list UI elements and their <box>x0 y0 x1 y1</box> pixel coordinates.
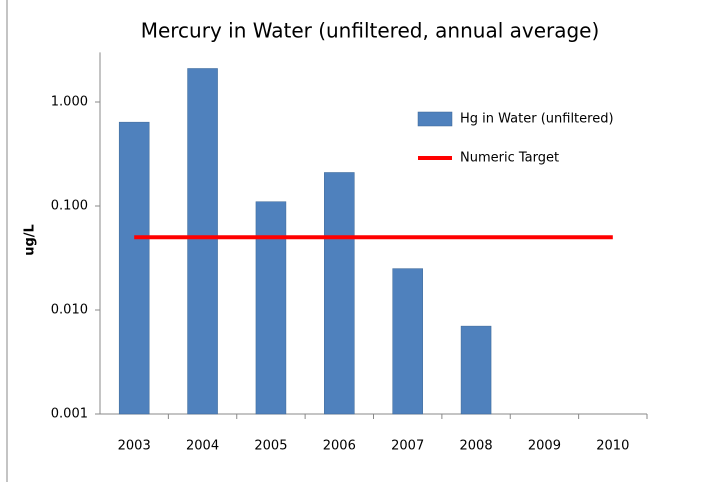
y-axis-label: ug/L <box>23 224 38 256</box>
y-tick-label: 1.000 <box>51 95 88 110</box>
x-tick-label: 2009 <box>528 439 561 454</box>
bar <box>118 121 150 415</box>
x-tick-label: 2005 <box>254 439 287 454</box>
y-tick-label: 0.010 <box>51 303 88 318</box>
legend-swatch <box>417 111 453 127</box>
y-tick-label: 0.100 <box>51 199 88 214</box>
y-tick-label: 0.001 <box>51 407 88 422</box>
x-tick-label: 2003 <box>118 439 151 454</box>
x-tick-label: 2008 <box>460 439 493 454</box>
x-tick-label: 2007 <box>391 439 424 454</box>
bar <box>324 172 355 415</box>
bar <box>460 325 492 415</box>
bar <box>255 201 287 415</box>
bar <box>187 68 218 415</box>
legend-label: Numeric Target <box>460 151 559 166</box>
x-tick-label: 2004 <box>186 439 219 454</box>
legend-label: Hg in Water (unfiltered) <box>460 112 614 127</box>
x-tick-label: 2010 <box>596 439 629 454</box>
chart-title: Mercury in Water (unfiltered, annual ave… <box>141 19 600 43</box>
bar <box>392 268 423 415</box>
x-tick-label: 2006 <box>323 439 356 454</box>
